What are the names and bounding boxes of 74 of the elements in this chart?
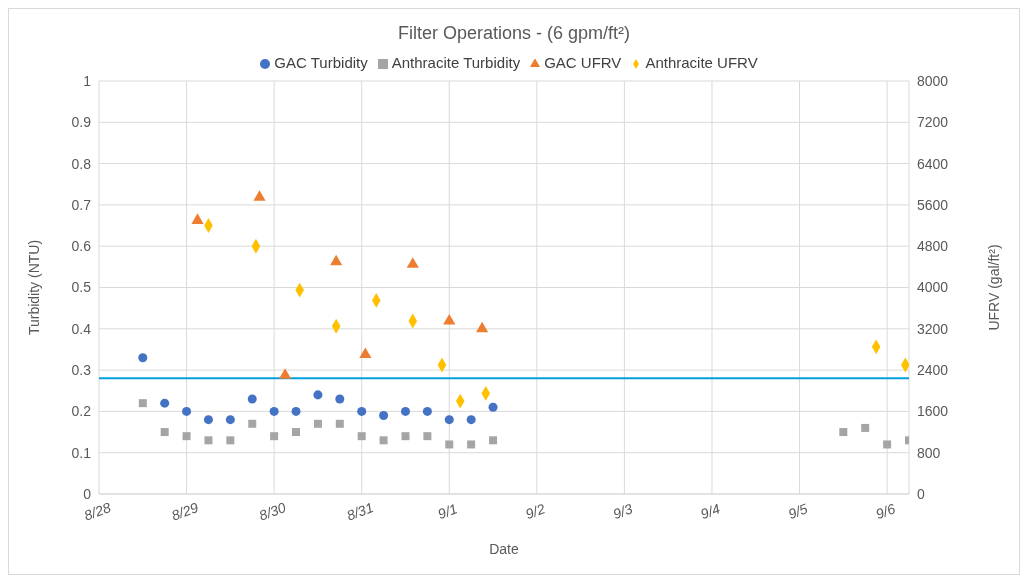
y2-tick-label: 2400: [917, 362, 949, 379]
y2-tick-label: 8000: [917, 72, 949, 89]
point: [466, 415, 476, 425]
point: [138, 399, 147, 408]
point: [401, 432, 410, 441]
x-tick-label: 8/29: [169, 499, 201, 524]
point: [489, 436, 498, 445]
x-axis-title: Date: [489, 541, 519, 557]
y-tick-label: 0: [83, 485, 92, 502]
point: [182, 406, 192, 416]
point: [357, 432, 366, 441]
point: [423, 432, 432, 441]
y-tick-label: 1: [83, 72, 92, 89]
y-tick-label: 0.8: [71, 155, 92, 172]
y2-tick-label: 4800: [917, 238, 949, 255]
point: [379, 411, 389, 421]
point: [247, 394, 257, 404]
point: [204, 436, 213, 445]
point: [225, 415, 235, 425]
x-tick-label: 9/3: [610, 500, 635, 523]
point: [467, 440, 476, 449]
x-tick-label: 9/4: [698, 500, 723, 523]
x-tick-label: 9/1: [435, 500, 460, 523]
point: [138, 353, 148, 363]
point: [400, 406, 410, 416]
point: [445, 440, 454, 449]
y-tick-label: 0.7: [71, 196, 92, 213]
x-tick-label: 9/2: [523, 500, 548, 523]
legend-label: Anthracite UFRV: [645, 54, 758, 71]
x-tick-label: 9/6: [873, 500, 898, 523]
point: [226, 436, 235, 445]
point: [182, 432, 191, 441]
x-tick-label: 8/31: [344, 499, 376, 524]
point: [313, 419, 322, 428]
point: [335, 394, 345, 404]
point: [291, 406, 301, 416]
legend-label: GAC UFRV: [544, 54, 622, 71]
y2-tick-label: 1600: [917, 403, 949, 420]
y2-axis-title: UFRV (gal/ft²): [985, 244, 1002, 331]
y2-tick-label: 5600: [917, 196, 949, 213]
y2-tick-label: 800: [917, 444, 941, 461]
y2-tick-label: 0: [917, 485, 925, 502]
point: [248, 419, 257, 428]
point: [488, 402, 498, 412]
point: [335, 419, 344, 428]
point: [422, 406, 432, 416]
y2-tick-label: 3200: [917, 320, 949, 337]
point: [160, 398, 170, 408]
x-tick-label: 8/30: [256, 499, 289, 524]
y-tick-label: 0.4: [71, 320, 92, 337]
y2-tick-label: 6400: [917, 155, 949, 172]
chart-title: Filter Operations - (6 gpm/ft²): [396, 22, 632, 45]
legend-label: GAC Turbidity: [274, 54, 368, 71]
y-tick-label: 0.6: [71, 238, 92, 255]
x-tick-label: 9/5: [785, 500, 810, 523]
point: [203, 415, 213, 425]
point: [292, 428, 301, 437]
y-axis-title: Turbidity (NTU): [25, 239, 42, 336]
point: [160, 428, 169, 437]
point: [379, 436, 388, 445]
y-tick-label: 0.2: [71, 403, 92, 420]
x-tick-label: 8/28: [81, 499, 114, 524]
y-tick-label: 0.9: [71, 114, 92, 131]
point: [357, 406, 367, 416]
point: [270, 432, 279, 441]
y2-tick-label: 7200: [917, 114, 949, 131]
y2-tick-label: 4000: [917, 279, 949, 296]
point: [313, 390, 323, 400]
y-tick-label: 0.5: [71, 279, 92, 296]
y-tick-label: 0.1: [71, 444, 92, 461]
legend-label: Anthracite Turbidity: [391, 54, 521, 71]
point: [444, 415, 454, 425]
point: [269, 406, 279, 416]
y-tick-label: 0.3: [71, 362, 92, 379]
